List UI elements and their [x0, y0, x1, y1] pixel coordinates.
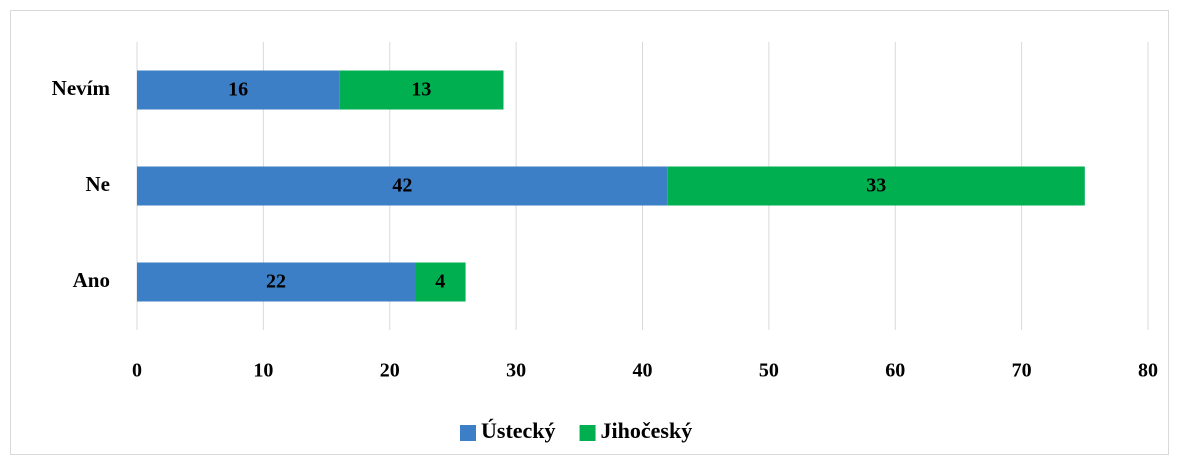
legend-label: Ústecký	[481, 418, 556, 443]
x-tick-label: 60	[885, 360, 905, 382]
data-label: 22	[266, 271, 286, 293]
bar-segment	[415, 262, 466, 302]
x-tick-label: 10	[253, 360, 273, 382]
x-tick-label: 40	[633, 360, 653, 382]
data-label: 13	[411, 79, 431, 101]
legend-label: Jihočeský	[601, 418, 693, 443]
data-label: 42	[392, 175, 412, 197]
legend-swatch	[460, 425, 476, 441]
x-tick-label: 0	[132, 360, 142, 382]
x-tick-label: 30	[506, 360, 526, 382]
bar-segment	[137, 70, 340, 110]
bar-segment	[137, 262, 416, 302]
data-label: 33	[866, 175, 886, 197]
data-label: 16	[228, 79, 248, 101]
legend-swatch	[579, 425, 596, 441]
y-tick-label: Ano	[73, 268, 110, 292]
bar-segment	[339, 70, 504, 110]
y-tick-label: Nevím	[52, 76, 111, 100]
x-tick-label: 70	[1012, 360, 1032, 382]
bar-segment	[137, 166, 668, 206]
x-tick-label: 50	[759, 360, 779, 382]
x-tick-label: 80	[1138, 360, 1158, 382]
y-tick-label: Ne	[86, 172, 111, 196]
bar-segment	[667, 166, 1085, 206]
data-label: 4	[435, 271, 445, 293]
x-tick-label: 20	[380, 360, 400, 382]
